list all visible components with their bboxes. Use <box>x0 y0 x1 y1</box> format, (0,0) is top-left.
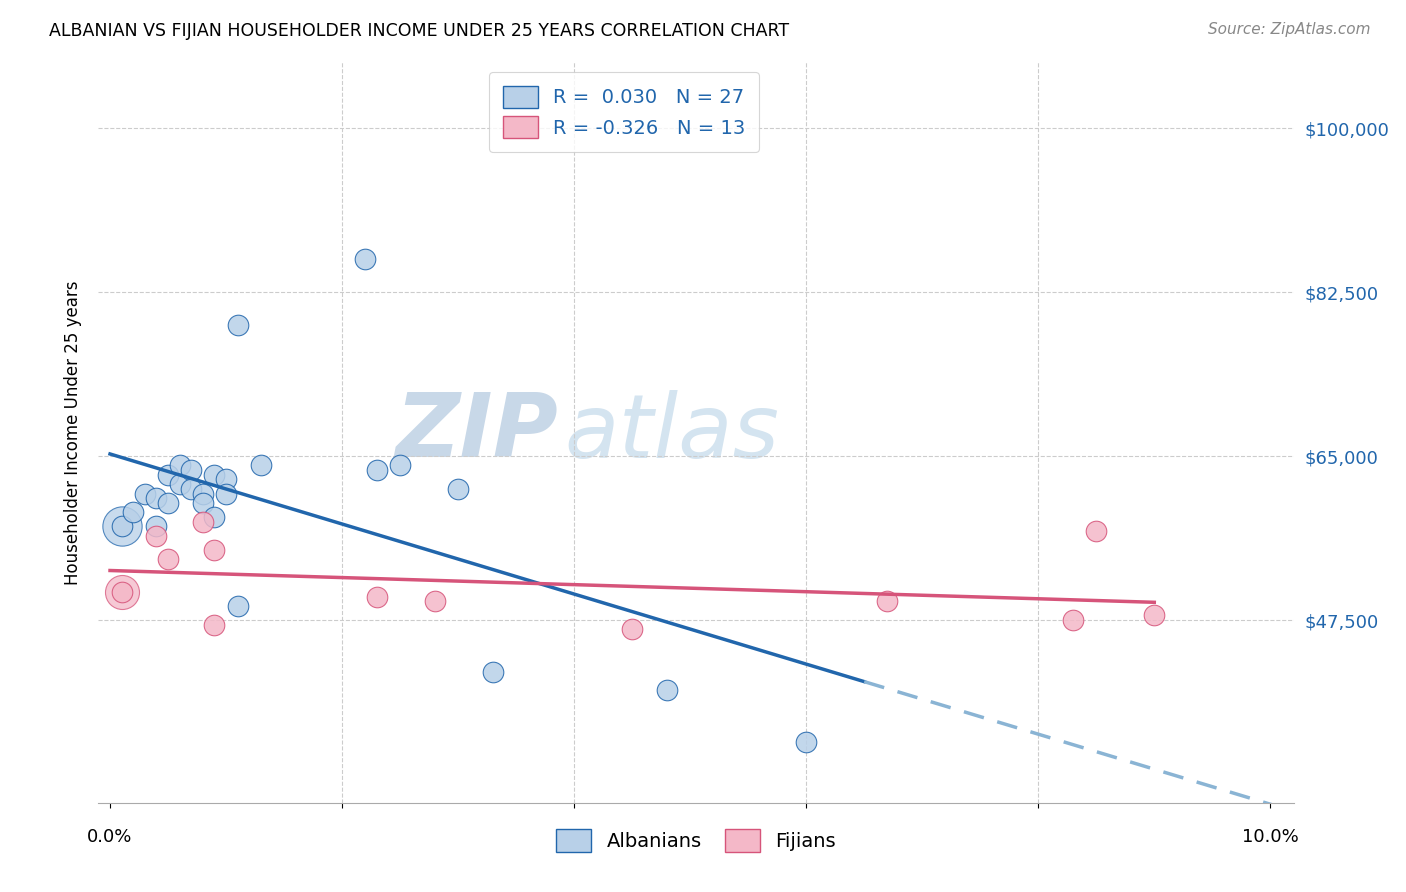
Point <box>191 515 214 529</box>
Point <box>191 496 214 510</box>
Text: 10.0%: 10.0% <box>1241 828 1299 846</box>
Legend: Albanians, Fijians: Albanians, Fijians <box>548 822 844 860</box>
Text: 0.0%: 0.0% <box>87 828 132 846</box>
Point <box>215 486 238 500</box>
Point <box>226 599 249 613</box>
Text: ZIP: ZIP <box>395 389 558 476</box>
Point <box>111 585 134 599</box>
Point <box>180 482 202 496</box>
Point <box>134 486 156 500</box>
Point <box>111 519 134 533</box>
Point <box>354 252 377 267</box>
Point <box>157 496 180 510</box>
Point <box>215 473 238 487</box>
Text: atlas: atlas <box>565 390 779 475</box>
Point <box>482 665 505 679</box>
Point <box>111 519 134 533</box>
Point <box>145 519 167 533</box>
Point <box>250 458 273 473</box>
Point <box>1062 613 1084 627</box>
Point <box>191 486 214 500</box>
Point <box>157 552 180 566</box>
Point <box>180 463 202 477</box>
Point <box>111 585 134 599</box>
Point <box>655 683 678 698</box>
Point <box>389 458 412 473</box>
Point <box>169 477 191 491</box>
Point <box>1085 524 1108 538</box>
Point <box>1143 608 1166 623</box>
Point <box>157 467 180 482</box>
Point <box>226 318 249 332</box>
Point <box>794 735 817 749</box>
Point <box>145 529 167 543</box>
Text: ALBANIAN VS FIJIAN HOUSEHOLDER INCOME UNDER 25 YEARS CORRELATION CHART: ALBANIAN VS FIJIAN HOUSEHOLDER INCOME UN… <box>49 22 789 40</box>
Point <box>145 491 167 506</box>
Point <box>204 510 226 524</box>
Point <box>366 590 388 604</box>
Point <box>366 463 388 477</box>
Point <box>204 467 226 482</box>
Point <box>423 594 446 608</box>
Point <box>169 458 191 473</box>
Point <box>621 623 644 637</box>
Y-axis label: Householder Income Under 25 years: Householder Income Under 25 years <box>63 280 82 585</box>
Point <box>204 617 226 632</box>
Point <box>122 505 145 519</box>
Point <box>876 594 898 608</box>
Point <box>204 542 226 557</box>
Point <box>447 482 470 496</box>
Text: Source: ZipAtlas.com: Source: ZipAtlas.com <box>1208 22 1371 37</box>
